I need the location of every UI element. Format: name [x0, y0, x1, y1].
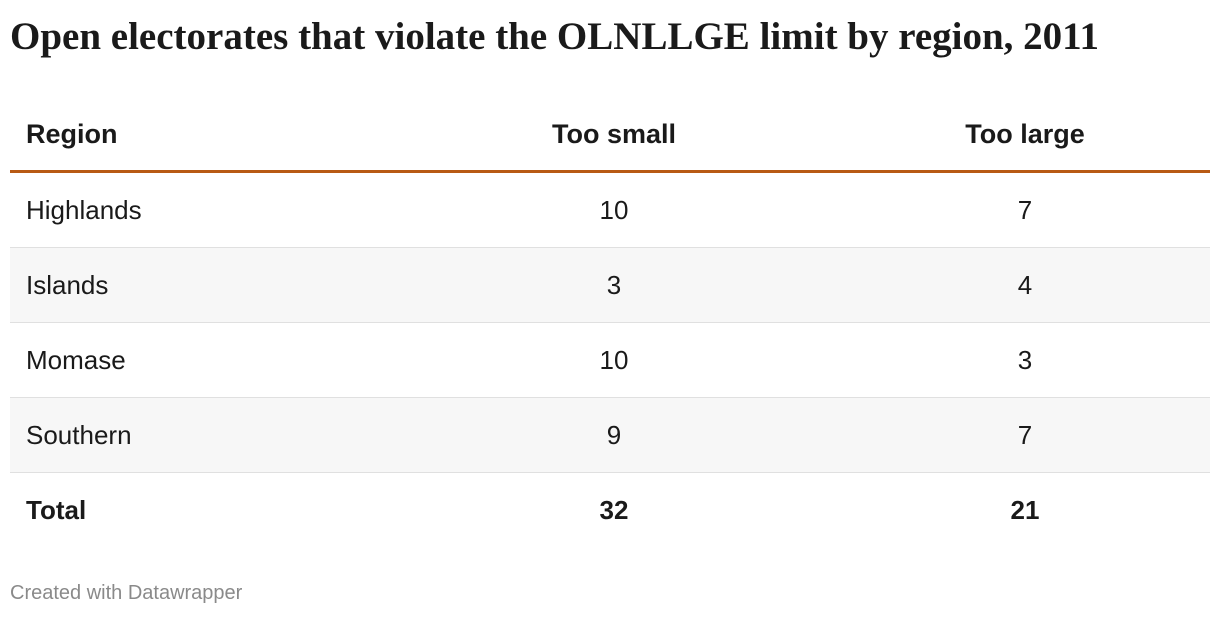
header-row: Region Too small Too large: [10, 98, 1210, 173]
table-row: Southern 9 7: [10, 398, 1210, 473]
cell: 32: [599, 494, 629, 525]
cell: Too small: [551, 118, 677, 149]
total-row: Total 32 21: [10, 473, 1210, 547]
cell: Momase: [26, 344, 126, 375]
cell: 21: [1010, 494, 1040, 525]
cell: Southern: [26, 419, 132, 450]
cell: Too large: [965, 118, 1085, 149]
cell: 10: [599, 194, 629, 225]
cell: Total: [26, 494, 87, 525]
cell: 4: [1017, 269, 1033, 300]
table-row: Islands 3 4: [10, 248, 1210, 323]
cell: Region: [26, 118, 118, 149]
table: Region Too small Too large Highlands 10 7 Isla…: [10, 98, 1210, 547]
cell: 10: [599, 344, 629, 375]
cell: 3: [1017, 344, 1033, 375]
title: Open electorates that violate the OLNLLG…: [10, 15, 1100, 58]
cell: 3: [606, 269, 622, 300]
cell: 7: [1017, 419, 1033, 450]
cell: Highlands: [26, 194, 142, 225]
cell: Islands: [26, 269, 109, 300]
table-row: Momase 10 3: [10, 323, 1210, 398]
footer: Created with Datawrapper: [10, 582, 243, 604]
cell: 7: [1017, 194, 1033, 225]
table-row: Highlands 10 7: [10, 173, 1210, 248]
cell: 9: [606, 419, 622, 450]
